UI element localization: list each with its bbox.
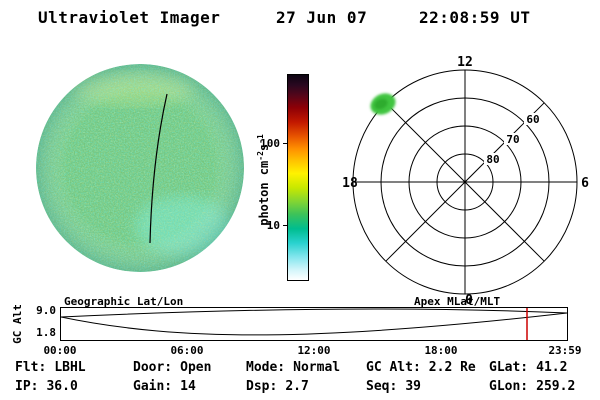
ring-label-70-bg [504,133,523,145]
colorbar-tick-10: 10 [266,219,280,232]
ring-label-80: 80 [486,153,499,166]
mlt-label-6: 6 [581,176,589,191]
colorbar-label-sup1: -2 [256,151,265,161]
status-glon: GLon: 259.2 [489,379,576,394]
colorbar-tick-mark-100 [283,143,287,144]
timeline-plot [60,307,568,341]
xtick-0600: 06:00 [170,344,204,357]
xtick-1200: 12:00 [297,344,331,357]
timeline-ylabel: GC Alt [11,304,24,344]
status-seq: Seq: 39 [366,379,421,394]
dial-grid [352,69,578,295]
ring-label-60-bg [524,113,543,125]
obs-date: 27 Jun 07 [276,8,368,27]
timeline-ytick-top: 9.0 [36,304,56,317]
auroral-emission-patch-core [374,98,388,110]
colorbar-label: photon cm-2s-1 [256,95,271,265]
ring-label-60: 60 [526,113,539,126]
colorbar-label-sup2: -1 [256,134,265,144]
mlt-label-18: 18 [342,176,358,191]
satellite-track-line [149,93,168,244]
orbit-curve-lower [60,312,568,336]
xtick-2359: 23:59 [548,344,582,357]
apex-dial: 60 70 80 12 18 6 0 [342,55,589,306]
status-gc-alt: GC Alt: 2.2 Re [366,360,476,375]
ring-label-80-bg [484,153,503,165]
orbit-curve-upper [60,308,568,318]
colorbar [287,74,309,281]
colorbar-tick-100: 100 [260,137,280,150]
timeline-label-apex: Apex MLat/MLT [414,295,501,308]
colorbar-tick-mark-10 [283,225,287,226]
app-title: Ultraviolet Imager [38,8,221,27]
status-gain: Gain: 14 [133,379,196,394]
mlt-label-12: 12 [457,55,473,70]
status-dsp: Dsp: 2.7 [246,379,309,394]
status-ip: IP: 36.0 [15,379,78,394]
status-flt: Flt: LBHL [15,360,86,375]
ring-label-70: 70 [506,133,519,146]
xtick-1800: 18:00 [424,344,458,357]
xtick-0000: 00:00 [43,344,77,357]
mlt-label-0: 0 [465,293,473,306]
status-door: Door: Open [133,360,212,375]
disk-rim-shade [36,64,244,272]
status-glat: GLat: 41.2 [489,360,568,375]
colorbar-label-mid: s [257,143,271,152]
status-mode: Mode: Normal [246,360,341,375]
timeline-label-geographic: Geographic Lat/Lon [64,295,184,308]
uv-disk-image [36,64,244,272]
obs-time: 22:08:59 UT [419,8,531,27]
timeline-ytick-bottom: 1.8 [36,326,56,339]
colorbar-label-prefix: photon cm [257,160,271,226]
